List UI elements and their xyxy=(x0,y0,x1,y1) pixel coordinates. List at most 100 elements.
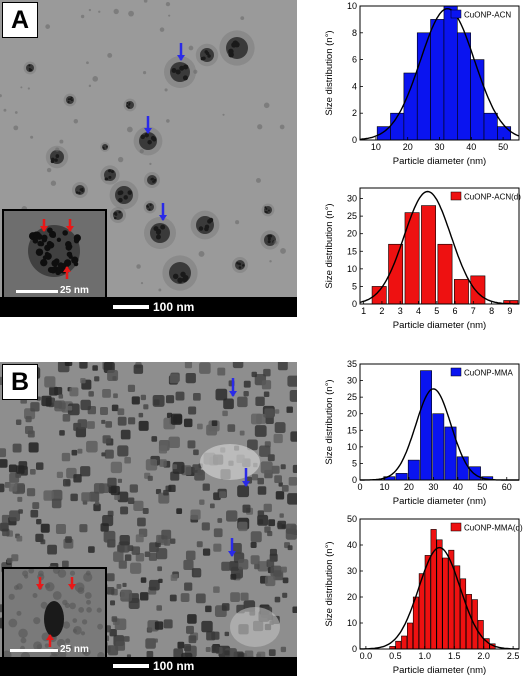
inset-b xyxy=(2,567,107,661)
y-tick-label: 10 xyxy=(347,618,357,628)
x-tick-label: 40 xyxy=(453,482,463,492)
bar xyxy=(432,413,445,481)
y-tick-label: 10 xyxy=(347,264,357,274)
y-axis-title: Size distribution (n°) xyxy=(324,203,335,288)
panel-letter-a: A xyxy=(2,2,38,38)
x-tick-label: 4 xyxy=(416,306,421,316)
particles-a xyxy=(0,0,286,313)
bar xyxy=(469,466,481,481)
bar xyxy=(388,243,404,305)
legend-label: CuONP-MMA(d) xyxy=(464,524,523,533)
inset-scalebar-label-a: 25 nm xyxy=(60,285,89,296)
histogram-cuonp-mma-d: 0.0 0.5 1.0 1.5 2.0 2.5 0 10 20 30 40 50 Particle di… xyxy=(318,514,523,681)
inset-scalebar-line-b xyxy=(10,649,58,652)
histogram-cuonp-acn: 10 20 30 40 50 0 2 4 6 8 10 Particle diameter (nm) S… xyxy=(318,1,523,172)
bar xyxy=(448,549,455,650)
bar xyxy=(412,596,419,650)
y-tick-label: 5 xyxy=(352,458,357,468)
legend-swatch xyxy=(450,367,462,377)
x-tick-label: 8 xyxy=(489,306,494,316)
legend-label: CuONP-ACN xyxy=(464,11,511,20)
y-tick-label: 10 xyxy=(347,1,357,11)
bar xyxy=(395,473,408,481)
y-tick-label: 25 xyxy=(347,392,357,402)
bar xyxy=(483,112,498,141)
y-tick-label: 10 xyxy=(347,442,357,452)
legend-label: CuONP-ACN(d) xyxy=(464,193,521,202)
y-tick-label: 8 xyxy=(352,28,357,38)
x-tick-label: 5 xyxy=(434,306,439,316)
bar xyxy=(437,243,453,305)
inset-scalebar-line-a xyxy=(16,290,58,293)
x-tick-label: 10 xyxy=(379,482,389,492)
bar xyxy=(457,32,471,141)
scalebar-panel-a: 25 nm 100 nm xyxy=(0,285,297,317)
fit-curve xyxy=(359,7,520,140)
x-tick-label: 20 xyxy=(404,482,414,492)
x-axis-title: Particle diameter (nm) xyxy=(393,156,486,167)
y-tick-label: 5 xyxy=(352,281,357,291)
x-tick-label: 1.0 xyxy=(419,651,432,661)
legend-swatch xyxy=(450,9,462,19)
y-tick-label: 20 xyxy=(347,409,357,419)
bar xyxy=(407,459,420,481)
main-scalebar-line-a xyxy=(113,305,149,309)
bar xyxy=(442,557,449,650)
y-tick-label: 20 xyxy=(347,592,357,602)
x-tick-label: 30 xyxy=(428,482,438,492)
bar xyxy=(470,275,486,305)
y-tick-label: 30 xyxy=(347,376,357,386)
y-tick-label: 25 xyxy=(347,211,357,221)
x-tick-label: 30 xyxy=(434,142,444,152)
inset-a xyxy=(2,209,107,303)
legend-swatch xyxy=(450,522,462,532)
bar xyxy=(421,205,436,305)
bar xyxy=(420,370,432,481)
bar xyxy=(470,59,485,141)
x-axis-title: Particle diameter (nm) xyxy=(393,320,486,331)
bar xyxy=(465,594,472,650)
bar xyxy=(456,456,469,481)
main-scalebar-label-b: 100 nm xyxy=(153,659,195,673)
legend-label: CuONP-MMA xyxy=(464,369,514,378)
fit-curve xyxy=(360,546,519,650)
bar xyxy=(443,5,458,141)
x-tick-label: 1.5 xyxy=(448,651,461,661)
x-tick-label: 50 xyxy=(477,482,487,492)
main-scalebar-line-b xyxy=(113,664,149,668)
x-axis-title: Particle diameter (nm) xyxy=(393,665,486,676)
y-tick-label: 4 xyxy=(352,81,357,91)
y-tick-label: 40 xyxy=(347,540,357,550)
y-tick-label: 0 xyxy=(352,475,357,485)
y-tick-label: 30 xyxy=(347,194,357,204)
bar xyxy=(401,635,408,650)
y-tick-label: 0 xyxy=(352,135,357,145)
plot-frame xyxy=(359,363,520,481)
x-tick-label: 0 xyxy=(357,482,362,492)
bar xyxy=(497,126,512,141)
x-tick-label: 7 xyxy=(471,306,476,316)
scalebar-panel-b: 25 nm 100 nm xyxy=(0,644,297,676)
panel-letter-b: B xyxy=(2,364,38,400)
bar xyxy=(430,19,445,141)
y-axis-title: Size distribution (n°) xyxy=(324,30,335,115)
x-tick-label: 2.0 xyxy=(477,651,490,661)
inset-scalebar-label-b: 25 nm xyxy=(60,644,89,655)
x-tick-label: 1 xyxy=(361,306,366,316)
y-tick-label: 15 xyxy=(347,425,357,435)
x-tick-label: 40 xyxy=(466,142,476,152)
main-scalebar-label-a: 100 nm xyxy=(153,300,195,314)
x-tick-label: 50 xyxy=(498,142,508,152)
fit-curve xyxy=(359,190,519,305)
y-tick-label: 6 xyxy=(352,55,357,65)
x-axis-title: Particle diameter (nm) xyxy=(393,496,486,507)
y-tick-label: 15 xyxy=(347,246,357,256)
bar xyxy=(395,640,402,650)
bar xyxy=(407,622,414,650)
legend-swatch xyxy=(450,191,462,201)
y-tick-label: 35 xyxy=(347,359,357,369)
x-tick-label: 3 xyxy=(398,306,403,316)
y-tick-label: 20 xyxy=(347,229,357,239)
bar xyxy=(430,529,437,650)
x-tick-label: 0.0 xyxy=(360,651,373,661)
